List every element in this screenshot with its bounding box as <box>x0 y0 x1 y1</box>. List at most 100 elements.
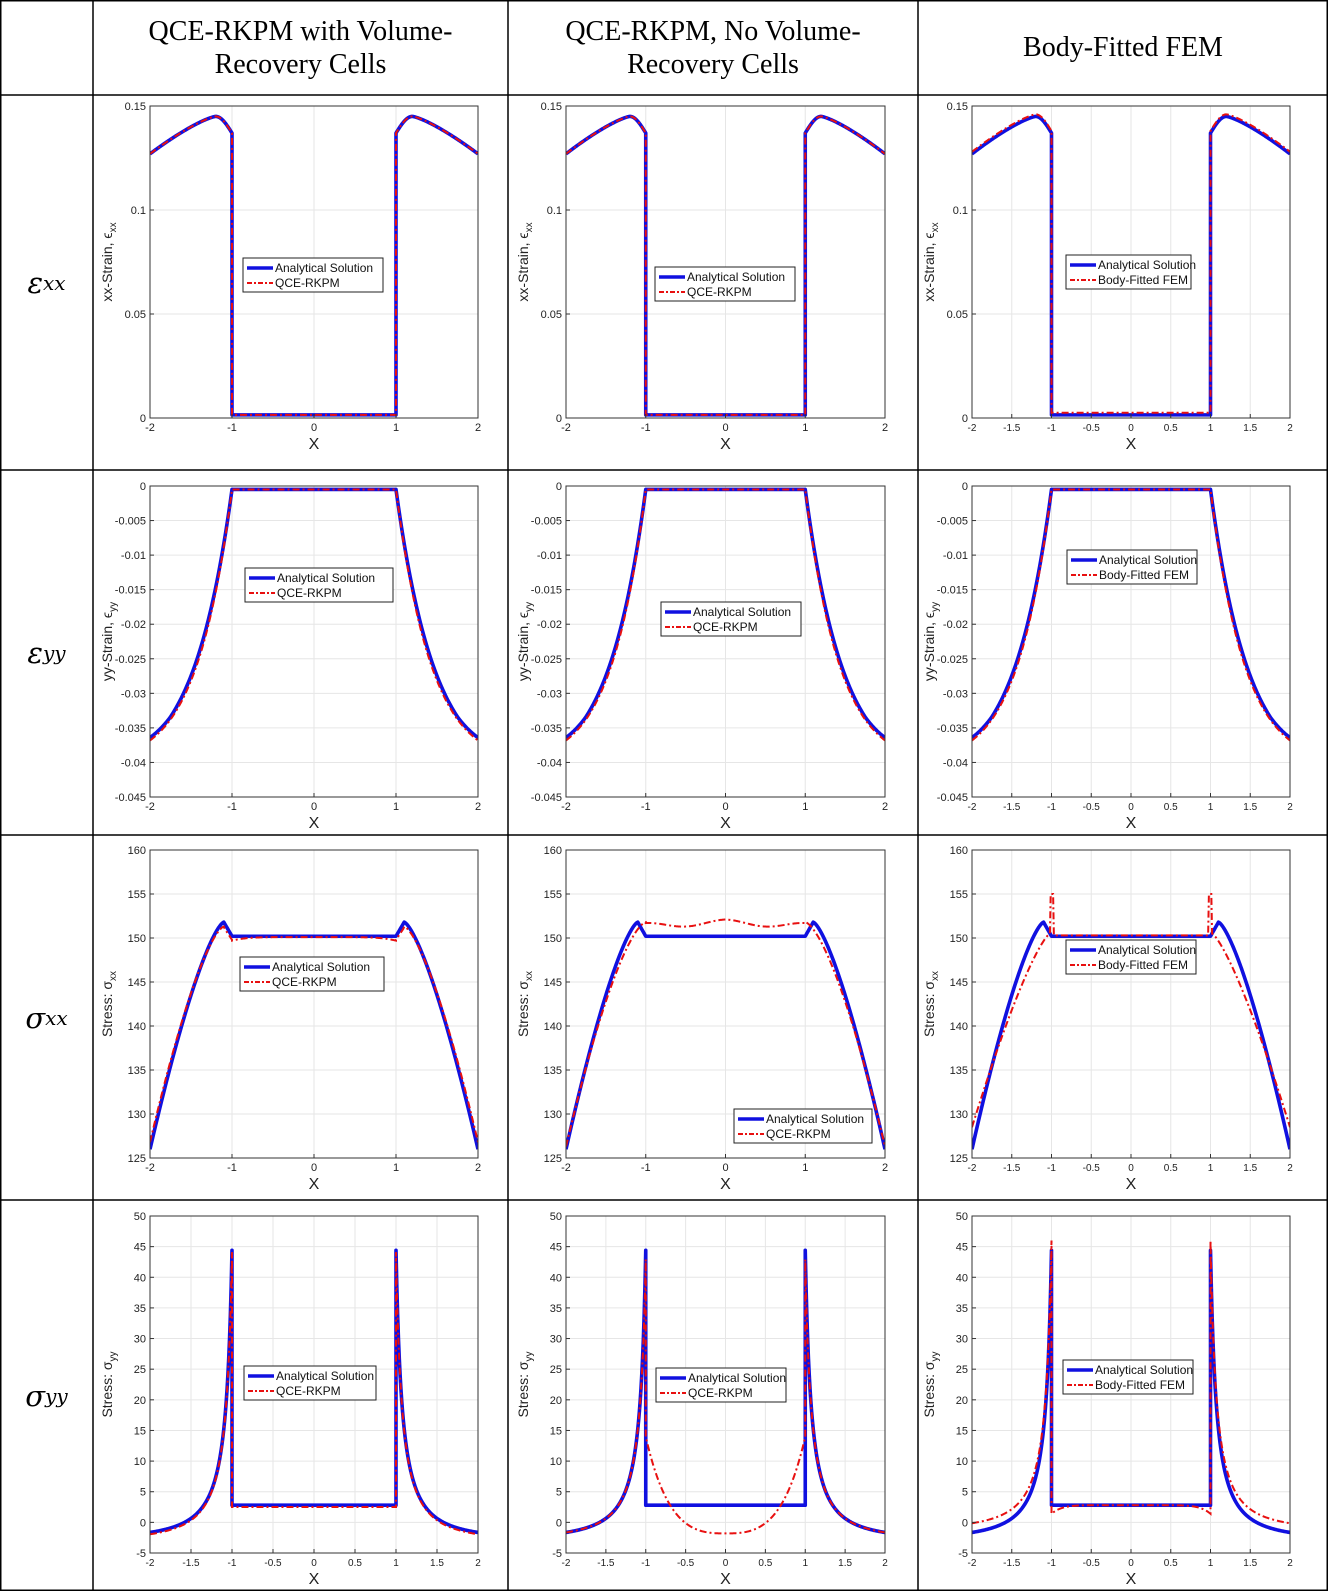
x-tick-label: -1 <box>1047 423 1056 434</box>
x-tick-label: 0 <box>311 422 317 434</box>
y-tick-label: 130 <box>950 1109 968 1121</box>
x-tick-label: 1.5 <box>1243 1163 1257 1174</box>
legend-box <box>242 257 384 293</box>
y-tick-label: 0 <box>140 1517 146 1529</box>
legend-box <box>655 1367 787 1403</box>
x-tick-label: 1 <box>1208 1558 1214 1569</box>
series-line-qce-rkpm <box>150 1252 478 1536</box>
y-tick-label: -0.03 <box>943 688 968 700</box>
chart-eyy_2: -2 -1 0 1 2 -0.045 -0.04 -0.035 -0.03 -0.025 -0.02… <box>515 481 888 832</box>
x-tick-label: 1 <box>802 801 808 813</box>
x-tick-label: -1 <box>1047 1558 1056 1569</box>
x-tick-label: -1.5 <box>1003 802 1021 813</box>
x-tick-label: 1.5 <box>430 1558 444 1569</box>
legend-entry: Analytical Solution <box>687 270 785 284</box>
y-tick-label: 40 <box>134 1272 146 1284</box>
y-tick-label: 5 <box>140 1487 146 1499</box>
x-tick-label: -2 <box>968 1163 977 1174</box>
x-tick-label: 0 <box>722 422 728 434</box>
y-tick-label: 135 <box>544 1065 562 1077</box>
y-tick-label: -0.03 <box>121 688 146 700</box>
x-tick-label: -2 <box>146 1558 155 1569</box>
x-tick-label: 1.5 <box>838 1558 852 1569</box>
x-tick-label: 1 <box>393 422 399 434</box>
x-tick-label: -1 <box>1047 1163 1056 1174</box>
x-tick-label: 1 <box>802 1558 808 1569</box>
y-tick-label: 10 <box>134 1456 146 1468</box>
x-axis-label: X <box>720 436 731 453</box>
row-label-exx-sub: xx <box>43 270 66 295</box>
y-axis-label: xx-Strain, ϵxx <box>515 222 535 301</box>
x-tick-label: 0 <box>311 1558 317 1569</box>
x-tick-label: 2 <box>882 1162 888 1174</box>
y-tick-label: 0 <box>556 481 562 493</box>
x-tick-label: 0 <box>311 801 317 813</box>
y-tick-label: 155 <box>128 889 146 901</box>
series-line-analytical-solution <box>150 920 478 1150</box>
chart-syy_2: -2 -1.5 -1 -0.5 0 0.5 1 1.5 2 -5 0 5 10 15 20 25 30 35 40 4… <box>515 1211 888 1588</box>
y-tick-label: -0.02 <box>943 619 968 631</box>
y-tick-label: 45 <box>134 1242 146 1254</box>
x-axis-label: X <box>720 815 731 832</box>
x-tick-label: 0.5 <box>1164 1558 1178 1569</box>
x-tick-label: -0.5 <box>1083 423 1101 434</box>
x-tick-label: 0 <box>1128 802 1134 813</box>
y-tick-label: -0.035 <box>531 723 562 735</box>
x-tick-label: 0 <box>311 1162 317 1174</box>
x-tick-label: 0.5 <box>1164 1163 1178 1174</box>
y-tick-label: 25 <box>134 1364 146 1376</box>
x-tick-label: 1 <box>1208 423 1214 434</box>
y-tick-label: 15 <box>956 1425 968 1437</box>
y-tick-label: 30 <box>550 1334 562 1346</box>
x-tick-label: -0.5 <box>1083 802 1101 813</box>
x-tick-label: 2 <box>882 422 888 434</box>
x-tick-label: -0.5 <box>1083 1163 1101 1174</box>
y-tick-label: 35 <box>550 1303 562 1315</box>
x-tick-label: -1 <box>641 422 651 434</box>
legend-entry: Analytical Solution <box>272 960 370 974</box>
y-tick-label: 35 <box>956 1303 968 1315</box>
y-tick-label: -0.005 <box>531 516 562 528</box>
y-tick-label: 0.1 <box>953 205 968 217</box>
header-col-1-text: QCE-RKPM with Volume-Recovery Cells <box>148 15 453 80</box>
x-tick-label: -2 <box>561 422 571 434</box>
x-axis-label: X <box>720 1571 731 1588</box>
legend-entry: Analytical Solution <box>275 261 373 275</box>
y-tick-label: 145 <box>544 977 562 989</box>
chart-exx_3: -2 -1.5 -1 -0.5 0 0.5 1 1.5 2 0 0.05 0.1 0.15 Xxx-Str… <box>921 101 1293 453</box>
legend-entry: Analytical Solution <box>693 605 791 619</box>
y-tick-label: -0.01 <box>537 550 562 562</box>
y-axis-label: Stress: σyy <box>99 1351 119 1417</box>
chart-exx_2: -2 -1 0 1 2 0 0.05 0.1 0.15 Xxx-Strain, ϵxx Analyt… <box>515 101 888 453</box>
x-tick-label: 2 <box>1287 423 1293 434</box>
y-tick-label: 130 <box>128 1109 146 1121</box>
y-tick-label: 0 <box>140 413 146 425</box>
x-tick-label: -2 <box>145 422 155 434</box>
y-tick-label: -0.01 <box>121 550 146 562</box>
legend-entry: Body-Fitted FEM <box>1098 958 1188 972</box>
y-tick-label: -0.035 <box>115 723 146 735</box>
y-tick-label: 0.1 <box>131 205 146 217</box>
y-tick-label: -0.01 <box>943 550 968 562</box>
legend-entry: Body-Fitted FEM <box>1098 273 1188 287</box>
chart-syy_1: -2 -1.5 -1 -0.5 0 0.5 1 1.5 2 -5 0 5 10 15 20 25 30 35 40 4… <box>99 1211 481 1588</box>
x-tick-label: -2 <box>145 1162 155 1174</box>
y-tick-label: 35 <box>134 1303 146 1315</box>
y-tick-label: 25 <box>956 1364 968 1376</box>
y-tick-label: 160 <box>128 845 146 857</box>
y-tick-label: -0.045 <box>937 792 968 804</box>
x-tick-label: 2 <box>475 1162 481 1174</box>
series-line-qce-rkpm <box>566 488 885 742</box>
x-tick-label: 1 <box>393 1558 399 1569</box>
x-tick-label: -2 <box>561 801 571 813</box>
legend-entry: Analytical Solution <box>688 1371 786 1385</box>
row-label-exx: ε xx <box>0 95 93 470</box>
chart-exx_1: -2 -1 0 1 2 0 0.05 0.1 0.15 Xxx-Strain, ϵxx Analyt… <box>99 101 481 453</box>
y-tick-label: 50 <box>134 1211 146 1223</box>
